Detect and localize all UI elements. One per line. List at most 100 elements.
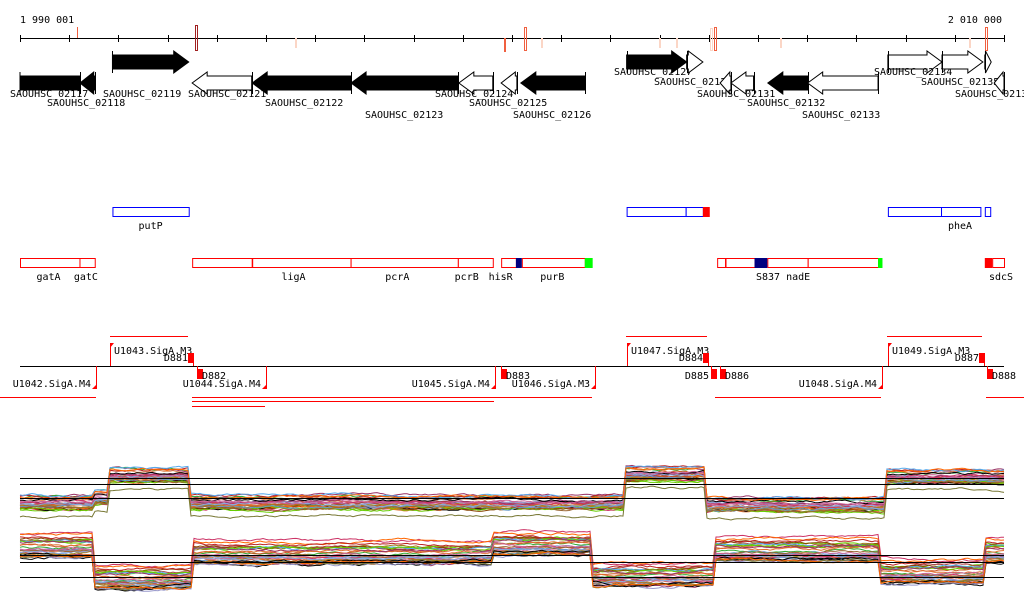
promoter-down[interactable]: U1046.SigA.M3 xyxy=(512,366,596,390)
operon-rev[interactable]: S837 nadE xyxy=(717,258,883,283)
gene-SAOUHSC_02132[interactable]: SAOUHSC_02132 xyxy=(747,71,825,109)
genome-axis: 1 990 001 2 010 000 xyxy=(20,15,1005,52)
gene-SAOUHSC_02117[interactable]: SAOUHSC_02117 xyxy=(10,72,88,100)
operon-part xyxy=(521,258,586,268)
gene-SAOUHSC_02133[interactable]: SAOUHSC_02133 xyxy=(802,71,880,121)
operon-rev[interactable]: gatA gatC xyxy=(20,258,98,284)
terminator-down[interactable]: D888 xyxy=(987,366,1017,382)
promoter-up[interactable]: U1043.SigA.M3 xyxy=(110,343,192,366)
terminator-up[interactable]: D887 xyxy=(955,353,985,366)
gene-SAOUHSC_02122[interactable]: SAOUHSC_02122 xyxy=(251,71,352,109)
promoter-label: U1043.SigA.M3 xyxy=(114,346,192,357)
gene-SAOUHSC_0213[interactable]: SAOUHSC_0213 xyxy=(955,50,1024,100)
operon-part xyxy=(807,258,880,268)
gene-SAOUHSC_02131[interactable]: SAOUHSC_02131 xyxy=(697,71,775,100)
operon-rev[interactable]: purB xyxy=(501,258,593,283)
gene-label: SAOUHSC_02123 xyxy=(365,110,443,121)
gene-arrow xyxy=(111,50,190,74)
promoter-label: U1042.SigA.M4 xyxy=(13,379,91,390)
gene-SAOUHSC_02134[interactable]: SAOUHSC_02134 xyxy=(874,50,952,78)
gene-label: SAOUHSC_02126 xyxy=(513,110,591,121)
operon-label: gatC xyxy=(74,272,98,283)
gene-SAOUHSC_02123[interactable]: SAOUHSC_02123 xyxy=(350,71,459,121)
expression-profile-line xyxy=(19,547,1005,588)
operon-fwd-pheA[interactable]: pheA xyxy=(887,207,992,233)
gene-SAOUHSC_02124[interactable]: SAOUHSC_02124 xyxy=(435,71,513,100)
operon-fwd-putP[interactable]: putP xyxy=(112,207,190,233)
terminator-mark xyxy=(712,369,717,379)
operon-part xyxy=(725,258,756,268)
promoter-label: U1049.SigA.M3 xyxy=(892,346,970,357)
promoter-flag-icon xyxy=(627,343,631,348)
operon-part xyxy=(20,258,81,268)
promoter-down[interactable]: U1045.SigA.M4 xyxy=(412,366,496,390)
gene-arrow xyxy=(191,71,253,95)
terminator-down[interactable]: D883 xyxy=(501,366,531,382)
operon-label: S837 nadE xyxy=(756,272,810,283)
expression-panel-1 xyxy=(19,464,1005,521)
operon-track-reverse: gatA gatC ligA pcrA pcrB hisR purB S837 nadE sdc… xyxy=(20,258,1013,284)
promoter-down[interactable]: U1048.SigA.M4 xyxy=(799,366,883,390)
gene-SAOUHSC_02127[interactable]: SAOUHSC_02127 xyxy=(614,50,692,78)
terminator-label: D881 xyxy=(164,353,188,364)
terminator-down[interactable]: D886 xyxy=(720,366,750,382)
gene-label: SAOUHSC_02118 xyxy=(47,98,125,109)
expression-profile-line xyxy=(20,536,1005,575)
axis-mark xyxy=(969,38,971,48)
terminator-label: D884 xyxy=(679,353,703,364)
gene-arrow xyxy=(993,70,1005,96)
terminator-down[interactable]: D885 xyxy=(685,366,717,382)
operon-label: pheA xyxy=(948,221,972,232)
expression-profile-line xyxy=(19,538,1005,577)
promoter-up[interactable]: U1049.SigA.M3 xyxy=(888,343,970,366)
gene-unnamed[interactable] xyxy=(993,70,1005,96)
expression-profile-line xyxy=(19,470,1005,507)
expression-profile-line xyxy=(19,549,1005,589)
terminator-mark xyxy=(502,369,507,379)
axis-mark xyxy=(780,38,782,48)
promoter-label: U1045.SigA.M4 xyxy=(412,379,490,390)
terminator-up[interactable]: D884 xyxy=(679,353,709,366)
gene-SAOUHSC_02129[interactable]: SAOUHSC_02129 xyxy=(654,49,732,88)
gene-SAOUHSC_02135[interactable]: SAOUHSC_02135 xyxy=(921,50,999,88)
expression-profile-line xyxy=(19,472,1005,510)
gene-SAOUHSC_02118[interactable]: SAOUHSC_02118 xyxy=(47,70,125,109)
gene-arrow xyxy=(457,71,494,95)
terminator-mark xyxy=(721,369,726,379)
gene-arrow xyxy=(251,71,352,95)
gene-arrow xyxy=(766,71,809,95)
gene-SAOUHSC_02121[interactable]: SAOUHSC_02121 xyxy=(188,71,266,100)
terminator-down[interactable]: D882 xyxy=(197,366,227,382)
expression-profiles xyxy=(19,464,1005,592)
gene-SAOUHSC_02126[interactable]: SAOUHSC_02126 xyxy=(513,71,591,121)
terminator-label: D883 xyxy=(506,371,530,382)
expression-profile-line xyxy=(19,475,1005,513)
gene-SAOUHSC_02119[interactable]: SAOUHSC_02119 xyxy=(103,50,190,100)
operon-fwd[interactable] xyxy=(626,207,710,217)
expression-profile-line xyxy=(19,472,1005,507)
gene-label: SAOUHSC_02131 xyxy=(697,89,775,100)
promoter-up[interactable]: U1047.SigA.M3 xyxy=(627,343,709,366)
gene-arrow xyxy=(686,49,704,75)
gene-arrow xyxy=(350,71,459,95)
promoter-down[interactable]: U1042.SigA.M4 xyxy=(13,366,97,390)
gene-arrow xyxy=(626,50,688,74)
terminator-mark xyxy=(188,353,193,363)
axis-mark xyxy=(710,28,713,51)
gene-SAOUHSC_02125[interactable]: SAOUHSC_02125 xyxy=(469,70,547,109)
operon-rev[interactable]: ligA pcrA pcrB hisR xyxy=(192,258,514,284)
expression-profile-line xyxy=(19,477,1005,514)
gene-label: SAOUHSC_02124 xyxy=(435,89,513,100)
operon-rev[interactable]: sdcS xyxy=(984,258,1013,283)
gene-label: SAOUHSC_02129 xyxy=(654,77,732,88)
promoter-down[interactable]: U1044.SigA.M4 xyxy=(183,366,267,390)
operon-label: sdcS xyxy=(989,272,1013,283)
terminator-mark xyxy=(979,353,984,363)
operon-blue-mark xyxy=(515,258,522,268)
gene-label: SAOUHSC_02127 xyxy=(614,67,692,78)
terminator-mark xyxy=(198,369,203,379)
gene-label: SAOUHSC_02125 xyxy=(469,98,547,109)
gene-label: SAOUHSC_02121 xyxy=(188,89,266,100)
terminator-up[interactable]: D881 xyxy=(164,353,194,366)
promoter-flag-icon xyxy=(92,384,97,389)
